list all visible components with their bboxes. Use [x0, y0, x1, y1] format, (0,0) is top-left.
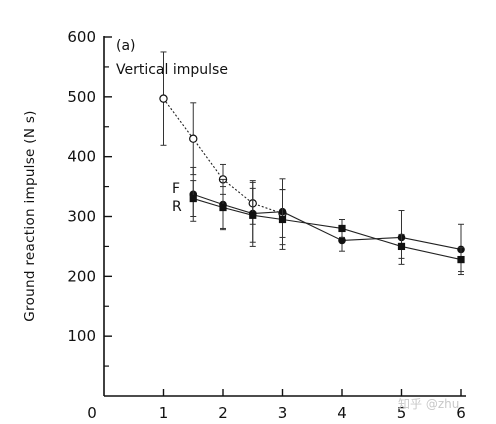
y-tick-label: 300 — [67, 208, 96, 226]
series-r — [189, 180, 465, 273]
y-tick-label: 100 — [67, 327, 96, 345]
data-point — [159, 94, 168, 103]
y-tick-label: 200 — [67, 267, 96, 285]
panel-label: (a) — [116, 38, 136, 54]
data-point — [338, 236, 346, 245]
y-tick-label: 500 — [67, 88, 96, 106]
x-tick-label: 5 — [397, 404, 407, 422]
series-layer — [159, 51, 465, 276]
series-f — [189, 166, 465, 276]
data-point — [278, 215, 287, 224]
data-point — [457, 255, 465, 264]
y-tick-label: 400 — [67, 148, 96, 166]
y-tick-label: 600 — [67, 28, 96, 46]
x-ticks: 0 1 2 3 4 5 6 — [87, 389, 466, 422]
series-line — [193, 193, 462, 250]
watermark: 知乎 @zhu — [398, 397, 459, 411]
x-tick-label: 2 — [218, 404, 228, 422]
x-tick-label: 4 — [337, 404, 347, 422]
series-label-r: R — [172, 199, 182, 215]
x-tick-label: 1 — [159, 404, 169, 422]
data-point — [219, 203, 227, 212]
y-ticks: 100 200 300 400 500 600 — [67, 28, 112, 367]
x-tick-label: 0 — [87, 404, 97, 422]
data-point — [189, 134, 198, 143]
data-point — [338, 224, 346, 233]
data-point — [189, 194, 197, 203]
chart-subtitle: Vertical impulse — [116, 62, 228, 78]
series-label-f: F — [172, 181, 180, 197]
y-axis-label: Ground reaction impulse (N s) — [22, 110, 38, 321]
data-point — [249, 211, 257, 219]
data-point — [397, 242, 406, 251]
x-tick-label: 3 — [278, 404, 288, 422]
x-tick-label: 6 — [456, 404, 466, 422]
